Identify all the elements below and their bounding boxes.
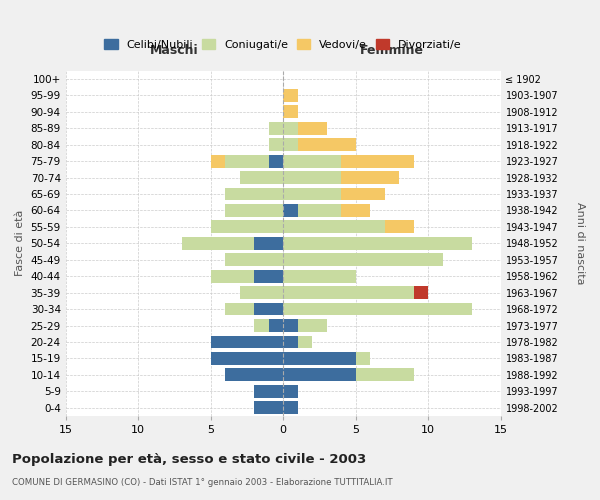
- Bar: [283, 89, 298, 102]
- Bar: [283, 352, 356, 365]
- Bar: [298, 336, 312, 348]
- Bar: [341, 154, 413, 168]
- Bar: [356, 368, 413, 382]
- Bar: [356, 352, 370, 365]
- Bar: [269, 154, 283, 168]
- Bar: [283, 270, 356, 282]
- Bar: [239, 171, 283, 184]
- Bar: [283, 254, 443, 266]
- Bar: [298, 204, 341, 217]
- Bar: [211, 220, 283, 234]
- Bar: [182, 237, 254, 250]
- Bar: [283, 402, 298, 414]
- Bar: [283, 319, 298, 332]
- Bar: [341, 204, 370, 217]
- Bar: [385, 220, 413, 234]
- Bar: [239, 286, 283, 299]
- Legend: Celibi/Nubili, Coniugati/e, Vedovi/e, Divorziati/e: Celibi/Nubili, Coniugati/e, Vedovi/e, Di…: [100, 35, 466, 54]
- Bar: [269, 319, 283, 332]
- Text: COMUNE DI GERMASINO (CO) - Dati ISTAT 1° gennaio 2003 - Elaborazione TUTTITALIA.: COMUNE DI GERMASINO (CO) - Dati ISTAT 1°…: [12, 478, 392, 487]
- Bar: [298, 138, 356, 151]
- Bar: [298, 122, 326, 134]
- Bar: [254, 270, 283, 282]
- Bar: [269, 138, 283, 151]
- Bar: [225, 188, 283, 200]
- Bar: [254, 385, 283, 398]
- Bar: [283, 106, 298, 118]
- Bar: [225, 302, 254, 316]
- Bar: [211, 270, 254, 282]
- Text: Femmine: Femmine: [360, 44, 424, 57]
- Bar: [283, 237, 472, 250]
- Bar: [283, 336, 298, 348]
- Text: Maschi: Maschi: [150, 44, 199, 57]
- Bar: [283, 154, 341, 168]
- Bar: [298, 319, 326, 332]
- Bar: [225, 204, 283, 217]
- Bar: [341, 188, 385, 200]
- Y-axis label: Fasce di età: Fasce di età: [15, 210, 25, 276]
- Bar: [254, 319, 269, 332]
- Bar: [211, 154, 225, 168]
- Bar: [413, 286, 428, 299]
- Bar: [254, 302, 283, 316]
- Bar: [225, 368, 283, 382]
- Bar: [211, 336, 283, 348]
- Bar: [225, 154, 269, 168]
- Bar: [269, 122, 283, 134]
- Bar: [254, 237, 283, 250]
- Text: Popolazione per età, sesso e stato civile - 2003: Popolazione per età, sesso e stato civil…: [12, 452, 366, 466]
- Bar: [283, 122, 298, 134]
- Y-axis label: Anni di nascita: Anni di nascita: [575, 202, 585, 284]
- Bar: [283, 138, 298, 151]
- Bar: [341, 171, 399, 184]
- Bar: [283, 368, 356, 382]
- Bar: [283, 188, 341, 200]
- Bar: [283, 302, 472, 316]
- Bar: [283, 385, 298, 398]
- Bar: [283, 171, 341, 184]
- Bar: [283, 204, 298, 217]
- Bar: [254, 402, 283, 414]
- Bar: [225, 254, 283, 266]
- Bar: [211, 352, 283, 365]
- Bar: [283, 220, 385, 234]
- Bar: [283, 286, 413, 299]
